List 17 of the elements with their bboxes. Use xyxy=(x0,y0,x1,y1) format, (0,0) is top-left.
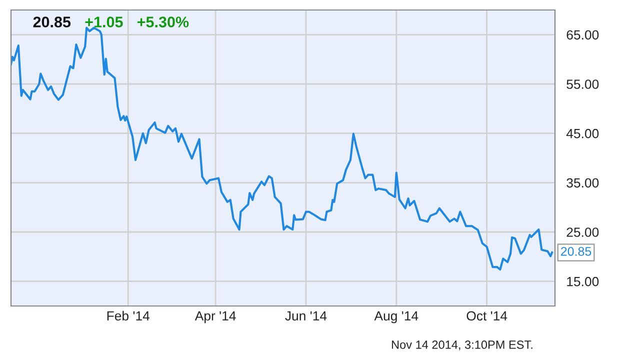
annotation: +5.30% xyxy=(137,16,189,28)
x-tick-label: Apr '14 xyxy=(194,311,236,324)
y-tick-label: 55.00 xyxy=(566,80,599,89)
annotation: +1.05 xyxy=(85,16,123,28)
annotation: 20.85 xyxy=(561,246,592,256)
annotation: 20.85 xyxy=(33,16,71,28)
x-tick-label: Aug '14 xyxy=(374,311,418,324)
y-tick-label: 65.00 xyxy=(566,30,599,40)
x-tick-label: Feb '14 xyxy=(107,310,150,321)
line-series xyxy=(11,26,554,271)
x-tick-label: Oct '14 xyxy=(466,311,508,321)
y-tick-label: 25.00 xyxy=(566,228,599,237)
y-tick-label: 15.00 xyxy=(567,276,599,286)
text: Nov 14 2014, 3:10PM EST. xyxy=(392,340,532,350)
y-tick-label: 45.00 xyxy=(566,128,599,138)
x-tick-label: Jun '14 xyxy=(285,311,327,321)
y-tick-label: 35.00 xyxy=(566,178,599,188)
